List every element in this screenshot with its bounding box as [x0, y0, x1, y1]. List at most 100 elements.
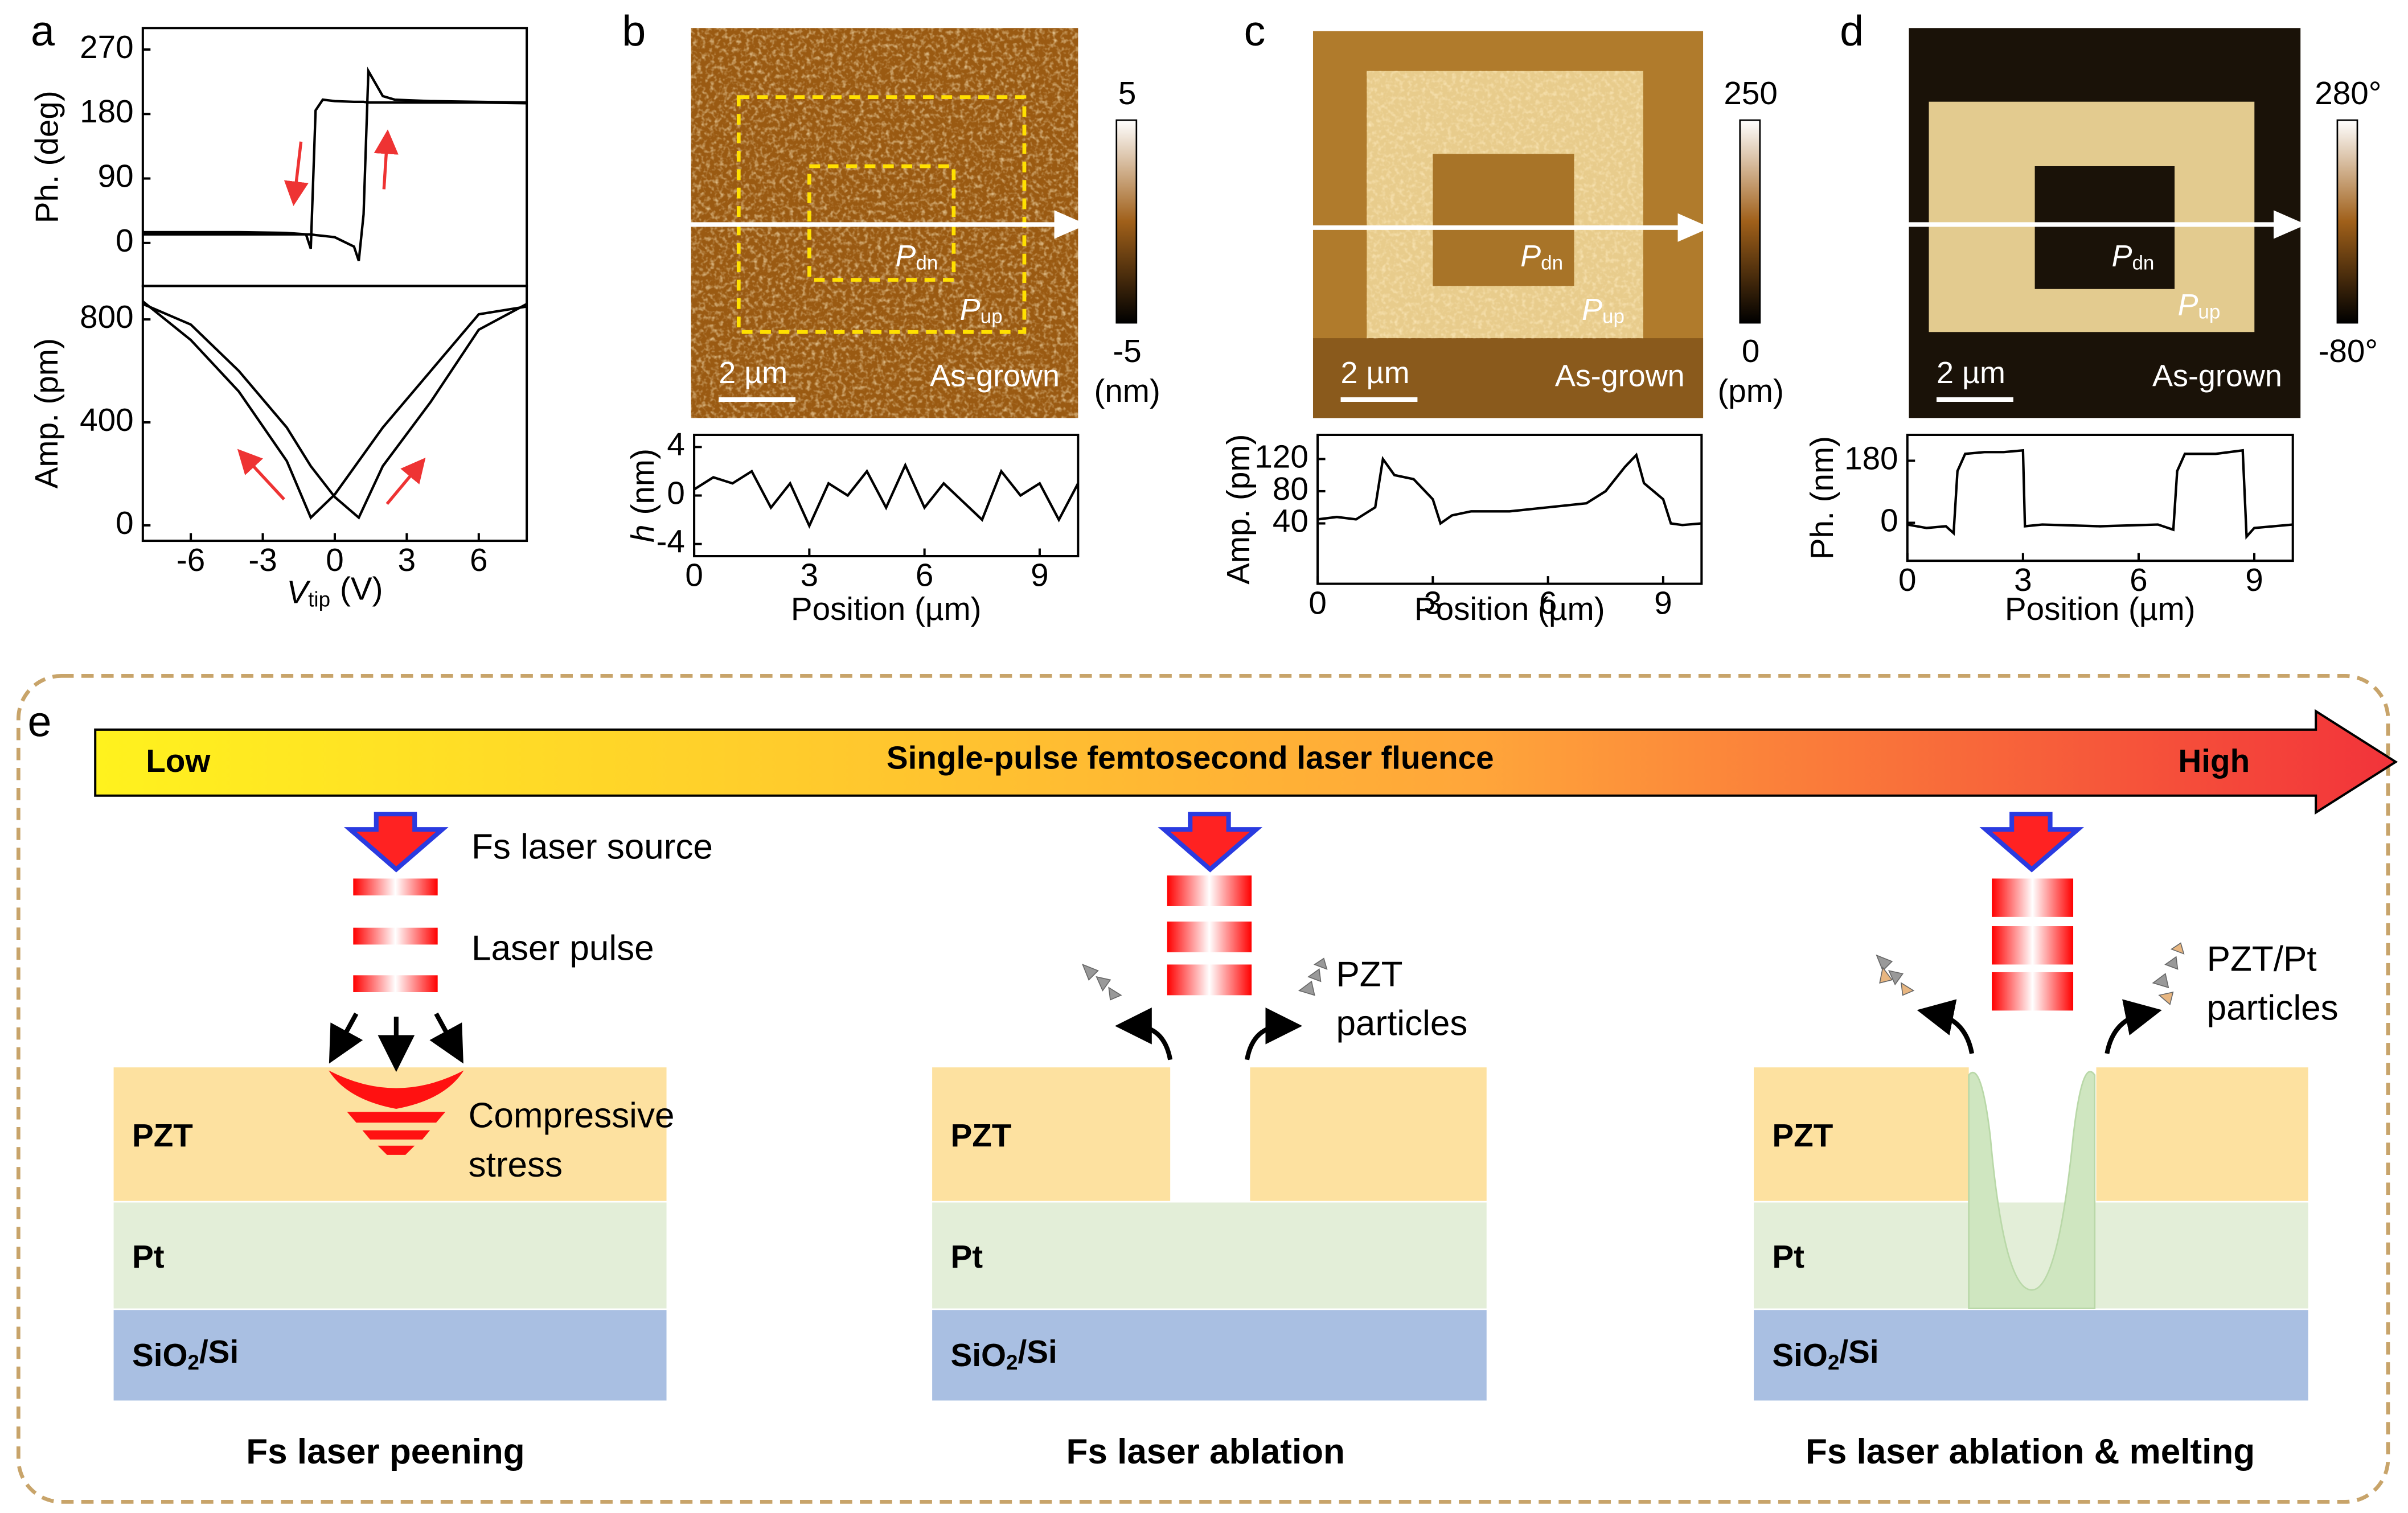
subscript: dn: [1541, 252, 1563, 274]
symbol: P: [895, 239, 916, 273]
y-tick-label: 0: [667, 475, 685, 511]
data-line: [1317, 453, 1702, 527]
x-tick-label: -3: [248, 542, 277, 578]
domain-label: Pdn: [1520, 239, 1563, 274]
symbol: P: [1520, 239, 1541, 273]
y-tick-label: 4: [667, 427, 685, 463]
data-line: [142, 303, 528, 520]
x-tick-label: 0: [326, 542, 343, 578]
panel-label: c: [1244, 7, 1266, 55]
stage-label: PZT: [1336, 955, 1402, 994]
plot-frame: [141, 27, 528, 287]
unit: (V): [340, 571, 383, 607]
rest: /Si: [1839, 1334, 1878, 1370]
y-axis-label: Amp. (pm): [29, 338, 65, 488]
colorbar: [1115, 119, 1138, 324]
x-tick-label: 3: [2014, 562, 2032, 598]
y-tick-label: 120: [1254, 439, 1308, 475]
panel-label: d: [1840, 7, 1864, 55]
y-tick-label: 90: [98, 159, 134, 195]
colorbar-tick-label: 250: [1724, 76, 1777, 112]
x-axis-label: Vtip (V): [286, 571, 383, 611]
unit: (nm): [625, 449, 661, 515]
colorbar-tick-label: -80°: [2319, 334, 2378, 369]
layer-stacks: [113, 1067, 2308, 1401]
panel-label: e: [28, 698, 52, 746]
data-line: [142, 98, 527, 249]
y-tick-label: 400: [80, 402, 133, 438]
stage-caption: Fs laser peening: [246, 1432, 524, 1471]
stage-label: stress: [469, 1145, 563, 1185]
domain-label: Pup: [960, 293, 1003, 328]
layer-label: PZT: [950, 1118, 1011, 1154]
plot-frame: [1316, 433, 1703, 585]
layer-label: SiO2/Si: [132, 1334, 239, 1374]
pfm-amplitude-image-c: [1312, 31, 1704, 418]
colorbar-tick-label: 0: [1742, 334, 1760, 369]
symbol: P: [1582, 293, 1602, 327]
data-line: [1907, 449, 2293, 540]
y-axis-label: Amp. (pm): [1221, 434, 1257, 585]
symbol: P: [2111, 239, 2132, 273]
subscript: tip: [308, 587, 330, 611]
layer-label: Pt: [950, 1239, 983, 1275]
y-tick-label: 40: [1273, 503, 1308, 539]
symbol: V: [286, 574, 311, 610]
subscript: 2: [1006, 1351, 1018, 1374]
subscript: 2: [1828, 1351, 1839, 1374]
x-tick-label: 6: [470, 542, 488, 578]
x-tick-label: 3: [398, 542, 416, 578]
subscript: up: [981, 306, 1003, 328]
image-label: As-grown: [930, 359, 1060, 393]
y-tick-label: 180: [80, 94, 133, 130]
x-axis-label: Position (µm): [791, 591, 982, 627]
x-tick-label: 0: [1308, 585, 1327, 621]
fluence-low: Low: [146, 743, 211, 779]
main: SiO: [950, 1338, 1006, 1374]
layer-label: SiO2/Si: [950, 1334, 1057, 1374]
stage-label: Laser pulse: [471, 929, 654, 968]
layer-label: Pt: [1772, 1239, 1804, 1275]
layer-label: PZT: [1772, 1118, 1833, 1154]
y-tick-label: 270: [80, 30, 133, 65]
stage-caption: Fs laser ablation & melting: [1806, 1432, 2255, 1471]
stage-label: Compressive: [469, 1096, 675, 1136]
x-axis-label: Position (µm): [2005, 591, 2196, 627]
data-line: [693, 462, 1080, 529]
image-label: As-grown: [1555, 359, 1685, 393]
plot-frame: [1906, 433, 2294, 562]
scan-arrows: [691, 210, 2307, 242]
stage-label: particles: [1336, 1004, 1467, 1043]
y-tick-label: 0: [1880, 503, 1898, 538]
scale-bar-label: 2 µm: [1937, 356, 2005, 390]
symbol: P: [2177, 288, 2198, 322]
colorbar-tick-label: -5: [1113, 334, 1141, 369]
data-line: [142, 300, 527, 520]
panel-e-frame: [16, 674, 2390, 1504]
y-tick-label: 80: [1273, 471, 1308, 507]
ejection-arrows: [1115, 999, 2162, 1060]
stage-label: particles: [2207, 989, 2339, 1028]
particles: [1081, 942, 2185, 1006]
rest: /Si: [1018, 1334, 1057, 1370]
layer-label: PZT: [132, 1118, 193, 1154]
y-axis-label: Ph. (deg): [29, 91, 65, 223]
y-tick-label: 180: [1844, 441, 1898, 476]
subscript: dn: [2132, 252, 2154, 274]
y-axis-label: h (nm): [625, 449, 661, 542]
fluence-title: Single-pulse femtosecond laser fluence: [887, 741, 1494, 776]
x-tick-label: 3: [801, 558, 819, 594]
y-tick-label: 800: [80, 299, 133, 335]
stage-label: Fs laser source: [471, 828, 713, 867]
layer-label: SiO2/Si: [1772, 1334, 1878, 1374]
main: SiO: [1772, 1338, 1828, 1374]
x-axis-label: Position (µm): [1414, 591, 1605, 627]
colorbar: [1739, 119, 1761, 324]
panel-label: a: [31, 7, 55, 55]
x-tick-label: 6: [916, 558, 934, 594]
x-tick-label: 9: [1031, 558, 1049, 594]
y-axis-label: Ph. (nm): [1804, 436, 1840, 560]
stage-caption: Fs laser ablation: [1066, 1432, 1344, 1471]
domain-label: Pdn: [2111, 239, 2154, 274]
